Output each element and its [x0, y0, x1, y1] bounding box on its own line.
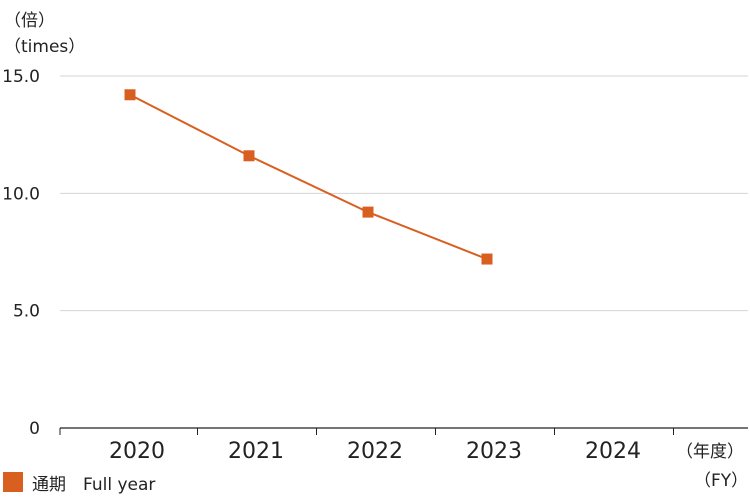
y-tick-label: 15.0 [2, 67, 40, 87]
data-point-marker-2022 [362, 206, 374, 218]
y-tick-label: 5.0 [13, 302, 40, 322]
legend-swatch [3, 472, 23, 492]
series-markers [124, 89, 493, 265]
y-tick-label: 0 [29, 419, 40, 439]
x-tick-label: 2024 [585, 439, 641, 464]
x-tick-label: 2021 [228, 439, 284, 464]
data-point-marker-2023 [481, 253, 493, 265]
data-point-marker-2020 [124, 89, 136, 101]
x-unit-label-japanese: （年度） [676, 442, 744, 462]
series-line-segment [129, 93, 250, 157]
grid-lines [60, 75, 748, 312]
data-point-marker-2021 [243, 150, 255, 162]
x-tick-label: 2023 [466, 439, 522, 464]
legend-label-full-year: 通期 Full year [32, 475, 155, 495]
y-unit-label-english: （times） [4, 37, 85, 57]
y-unit-label-japanese: （倍） [4, 11, 55, 31]
series-line-segment [367, 211, 488, 260]
legend: 通期 Full year [3, 472, 155, 495]
x-tick-label: 2020 [109, 439, 165, 464]
series-line-segment [248, 154, 369, 214]
x-axis-ticks: 2020 2021 2022 2023 2024 [59, 428, 674, 464]
x-unit-label-english: （FY） [694, 471, 748, 491]
y-axis-ticks: 15.0 10.0 5.0 0 [2, 67, 40, 439]
x-tick-label: 2022 [347, 439, 403, 464]
y-tick-label: 10.0 [2, 184, 40, 204]
series-lines [129, 93, 488, 260]
